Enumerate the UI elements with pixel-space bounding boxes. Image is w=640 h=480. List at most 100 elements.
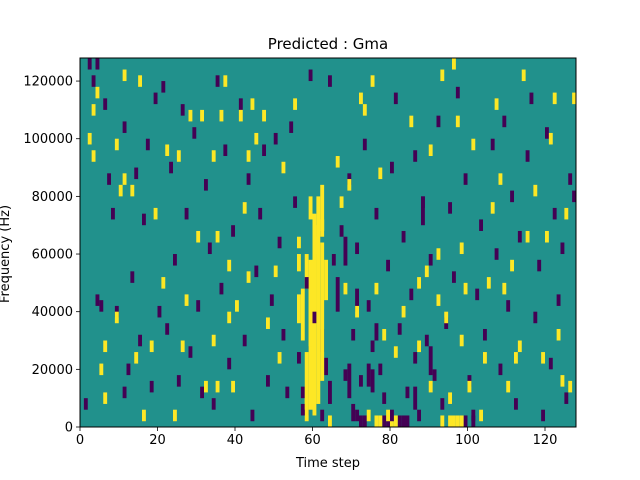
heatmap-band-low [463, 415, 468, 427]
heatmap-cell-low [529, 92, 534, 105]
heatmap-cell-high [417, 340, 422, 353]
heatmap-cell-high [355, 305, 360, 318]
heatmap-cell-low [293, 196, 298, 208]
heatmap-cell-high [448, 392, 453, 404]
heatmap-cell-low [366, 300, 371, 312]
heatmap-cell-low [378, 363, 383, 376]
heatmap-cell-low [107, 173, 112, 185]
heatmap-cell-high [254, 132, 259, 145]
heatmap-band-high [320, 242, 325, 381]
heatmap-cell-high [242, 202, 247, 214]
heatmap-cell-high [180, 340, 185, 353]
y-tick-label: 0 [65, 421, 73, 436]
heatmap-cell-high [572, 92, 577, 105]
plot-area [79, 57, 577, 428]
heatmap-band-low [421, 196, 425, 226]
heatmap-cell-high [130, 184, 135, 197]
heatmap-cell-low [188, 346, 193, 358]
y-tick-label: 40000 [32, 305, 73, 320]
heatmap-band-low [343, 236, 348, 266]
heatmap-cell-low [564, 392, 569, 404]
heatmap-band-high [304, 254, 309, 289]
heatmap-cell-high [459, 242, 464, 255]
heatmap-cell-low [409, 288, 414, 301]
heatmap-band-low [370, 369, 375, 393]
heatmap-cell-low [312, 311, 317, 324]
heatmap-cell-high [99, 363, 104, 376]
heatmap-cell-low [560, 242, 565, 255]
heatmap-cell-low [103, 98, 108, 110]
heatmap-cell-high [238, 109, 243, 122]
heatmap-cell-low [308, 69, 313, 82]
x-tick-label: 120 [533, 433, 558, 448]
heatmap-cell-low [95, 294, 100, 306]
heatmap-cell-low [510, 190, 515, 203]
heatmap-cell-high [273, 265, 278, 278]
heatmap-cell-low [246, 173, 251, 185]
heatmap-cell-high [533, 184, 538, 197]
heatmap-cell-low [440, 398, 445, 410]
heatmap-cell-low [331, 254, 336, 266]
heatmap-cell-high [165, 144, 170, 157]
heatmap-cell-high [486, 277, 491, 289]
heatmap-cell-low [405, 386, 410, 399]
heatmap-cell-high [211, 150, 216, 162]
heatmap-cell-low [161, 81, 166, 93]
heatmap-cell-high [347, 179, 352, 191]
heatmap-cell-high [227, 311, 232, 324]
heatmap-band-high [304, 352, 309, 422]
heatmap-cell-low [99, 300, 104, 312]
heatmap-band-high [297, 254, 301, 272]
heatmap-cell-high [417, 277, 422, 289]
x-tick-label: 0 [76, 433, 84, 448]
heatmap-band-high [308, 196, 313, 220]
heatmap-cell-high [510, 259, 515, 272]
heatmap-cell-high [552, 92, 557, 105]
heatmap-cell-high [479, 409, 484, 422]
plot-frame [79, 57, 577, 428]
heatmap-cell-high [87, 132, 92, 145]
heatmap-cell-low [262, 144, 267, 157]
heatmap-cell-high [215, 230, 220, 243]
heatmap-cell-low [328, 75, 332, 87]
heatmap-cell-high [320, 219, 325, 231]
heatmap-band-low [428, 346, 433, 376]
heatmap-cell-high [293, 98, 298, 110]
heatmap-cell-low [196, 300, 201, 312]
heatmap-band-low [366, 363, 371, 387]
heatmap-band-high [393, 415, 398, 427]
heatmap-cell-high [103, 340, 108, 353]
heatmap-cell-low [436, 115, 441, 128]
heatmap-cell-high [103, 392, 108, 404]
heatmap-band-low [471, 415, 476, 427]
heatmap-cell-high [343, 282, 348, 295]
heatmap-cell-low [242, 334, 247, 347]
heatmap-cell-low [200, 386, 205, 399]
x-tick-label: 100 [455, 433, 480, 448]
heatmap-cell-low [339, 225, 344, 237]
heatmap-cell-low [304, 277, 309, 289]
heatmap-cell-high [91, 150, 96, 162]
heatmap-band-high [297, 294, 301, 324]
heatmap-cell-low [432, 369, 437, 381]
heatmap-cell-low [266, 375, 270, 387]
heatmap-cell-low [448, 202, 453, 214]
heatmap-cell-high [455, 115, 460, 128]
heatmap-cell-low [122, 386, 127, 399]
heatmap-cell-low [351, 328, 356, 341]
heatmap-cell-high [459, 334, 464, 347]
y-tick-label: 100000 [23, 132, 73, 147]
heatmap-cell-low [149, 380, 154, 393]
heatmap-cell-high [184, 294, 189, 306]
heatmap-band-low [351, 403, 356, 422]
heatmap-cell-high [514, 352, 518, 364]
heatmap-cell-high [246, 150, 251, 162]
heatmap-cell-low [362, 138, 367, 151]
heatmap-cell-low [169, 161, 174, 174]
heatmap-band-high [378, 415, 383, 427]
heatmap-cell-low [126, 363, 131, 376]
heatmap-cell-low [359, 375, 363, 387]
heatmap-cell-high [490, 202, 495, 214]
heatmap-band-low [362, 415, 367, 427]
heatmap-cell-high [281, 161, 286, 174]
